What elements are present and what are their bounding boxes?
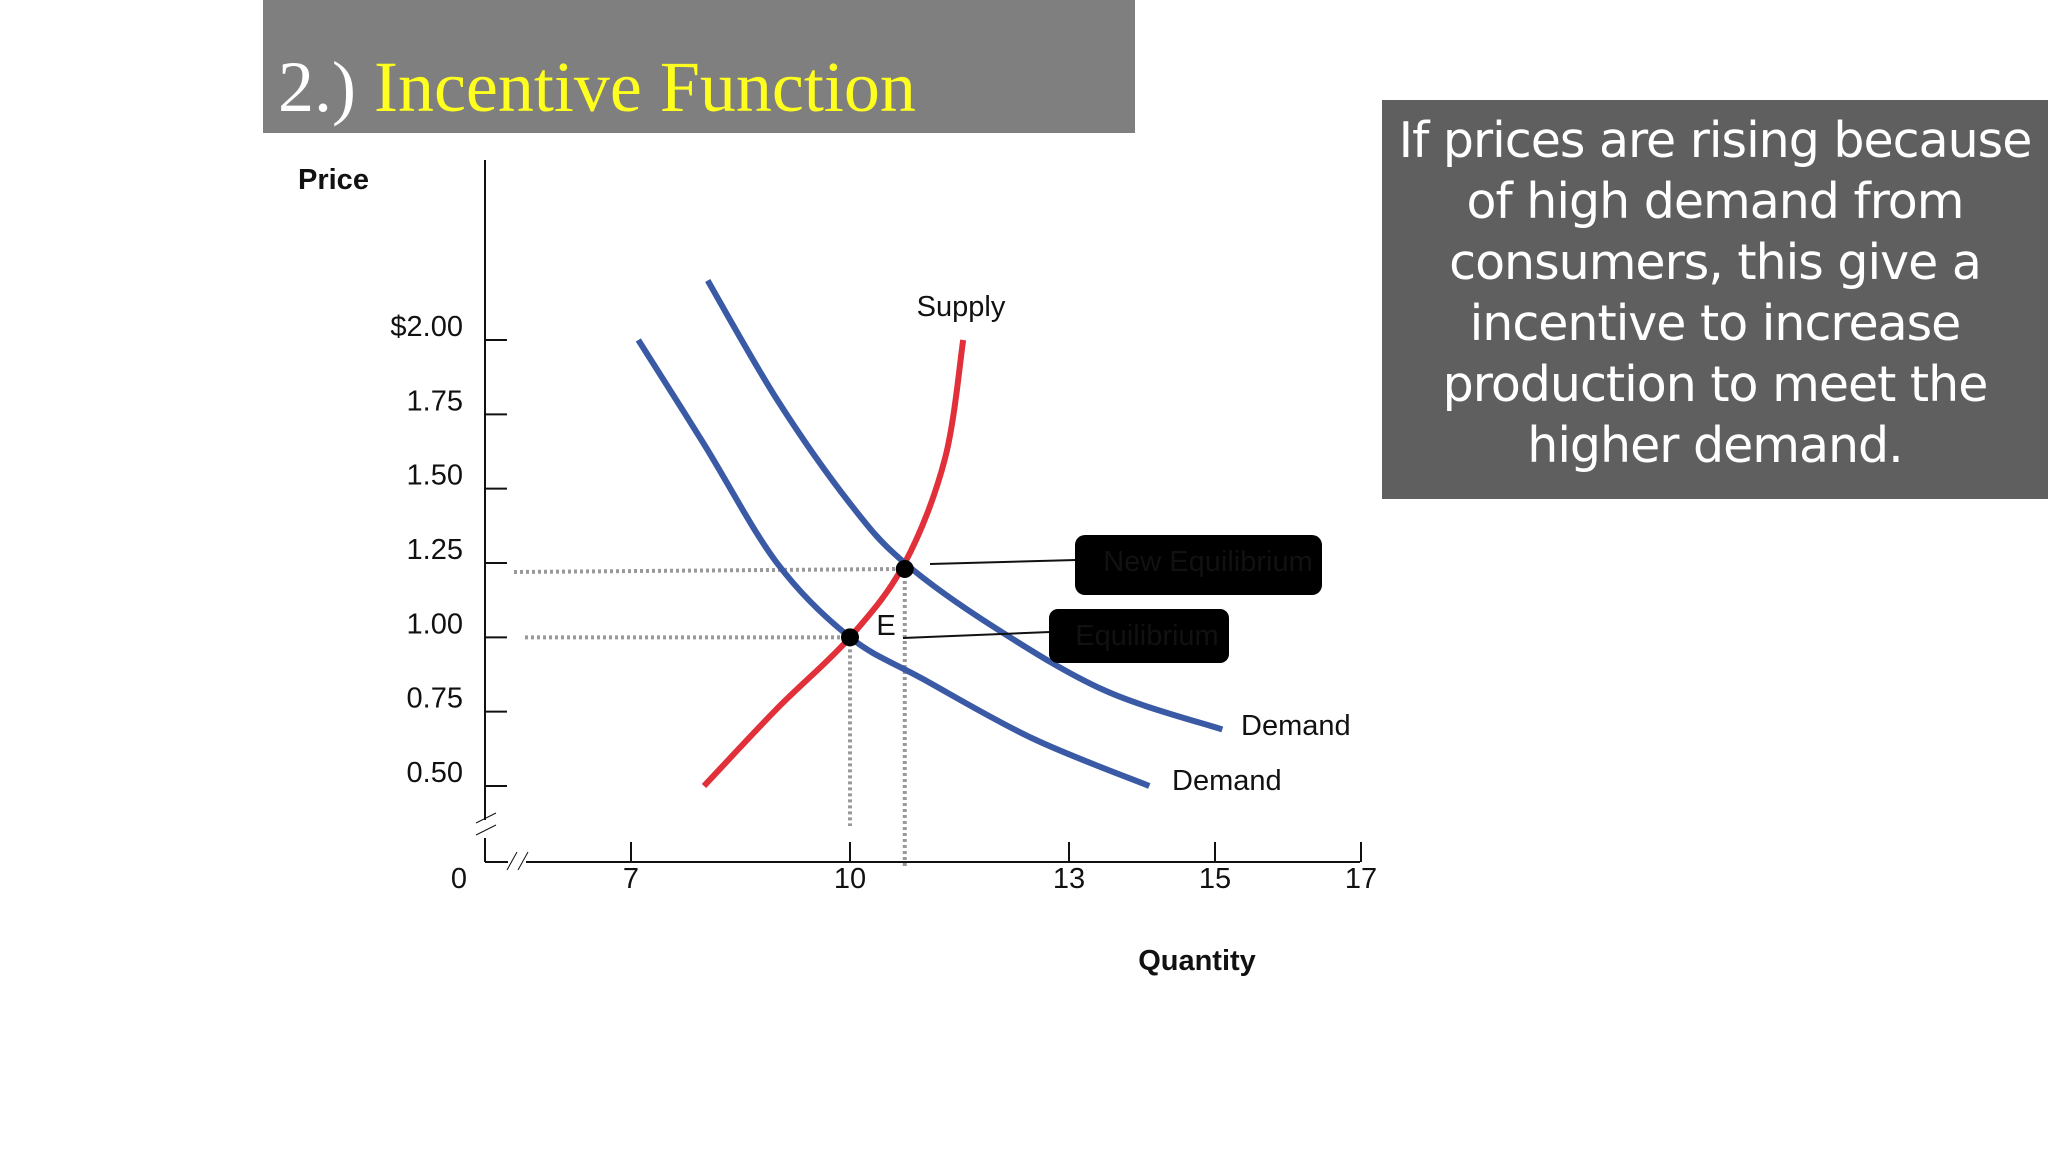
- x-tick-label: 10: [834, 863, 866, 895]
- equilibrium-callout-label: Equilibrium: [1075, 620, 1218, 652]
- y-tick-label: 1.00: [407, 608, 463, 640]
- x-tick-label: 17: [1345, 863, 1377, 895]
- slide-title-number: 2.): [278, 47, 356, 127]
- y-axis-break-mark-2: [475, 824, 497, 836]
- y-axis-label: Price: [298, 164, 369, 196]
- y-tick-label: 1.50: [407, 460, 463, 492]
- x-axis-break-mark-1: [506, 851, 518, 871]
- origin-label: 0: [451, 863, 467, 895]
- x-tick-label: 7: [623, 863, 639, 895]
- x-tick-label: 13: [1053, 863, 1085, 895]
- chart-labels: $2.00 1.75 1.50 1.25 1.00 0.75 0.50 7 10 13 15 17 0 P…: [298, 164, 1377, 977]
- y-tick-label: 0.75: [407, 683, 463, 715]
- x-axis-label: Quantity: [1138, 945, 1256, 977]
- slide-title-main: Incentive Function: [373, 47, 916, 127]
- equilibrium-callout-box: [1049, 609, 1229, 663]
- slide-title: 2.) Incentive Function: [278, 38, 916, 136]
- y-tick-label: 1.75: [407, 385, 463, 417]
- x-tick-label: 15: [1199, 863, 1231, 895]
- new-demand-curve-label: Demand: [1241, 710, 1351, 742]
- chart-points: [841, 535, 1322, 663]
- new-equilibrium-callout-label: New Equilibrium: [1103, 546, 1313, 578]
- chart-axes: [475, 160, 1362, 871]
- supply-curve-label: Supply: [917, 291, 1006, 323]
- note-box: If prices are rising because of high dem…: [1382, 100, 2048, 499]
- new-equilibrium-price-guide: [513, 566, 905, 574]
- new-equilibrium-leader-line: [929, 559, 1077, 565]
- equilibrium-leader-line: [902, 631, 1051, 639]
- y-axis-break-mark-1: [475, 812, 497, 824]
- x-axis-break-mark-2: [517, 851, 529, 871]
- new-equilibrium-point: [895, 559, 914, 578]
- title-bar: [263, 0, 1135, 133]
- y-tick-label: $2.00: [390, 311, 463, 343]
- y-tick-label: 0.50: [407, 757, 463, 789]
- chart-guides: [513, 566, 907, 866]
- note-text: If prices are rising because of high dem…: [1398, 112, 2033, 474]
- equilibrium-point: [841, 628, 859, 647]
- new-equilibrium-callout-box: [1075, 535, 1322, 595]
- supply-curve: [701, 339, 967, 789]
- demand-curve-1: [635, 338, 1151, 789]
- equilibrium-marker-label: E: [876, 610, 895, 642]
- chart-curves: [635, 278, 1224, 789]
- y-tick-label: 1.25: [407, 534, 463, 566]
- demand-curve-label: Demand: [1172, 765, 1282, 797]
